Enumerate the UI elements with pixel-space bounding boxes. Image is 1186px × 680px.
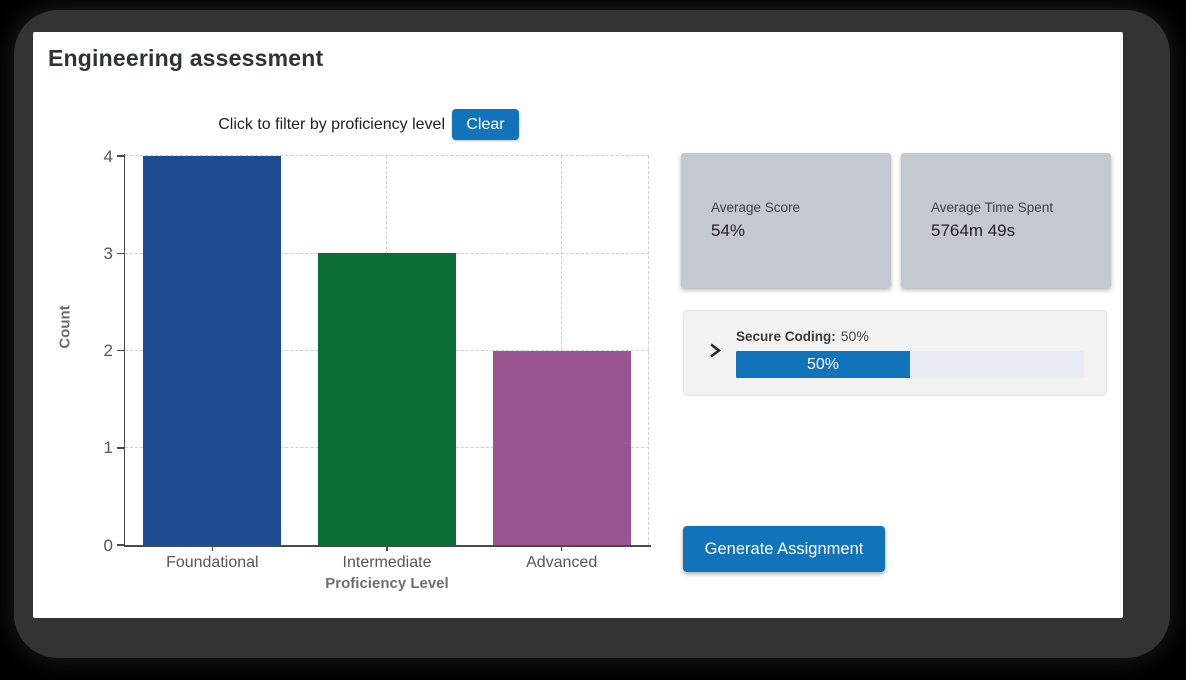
average-score-card: Average Score 54% xyxy=(681,153,891,288)
y-tick-mark xyxy=(117,544,125,546)
x-tick-mark xyxy=(560,545,563,551)
filter-hint-label: Click to filter by proficiency level xyxy=(218,116,445,133)
x-tick-label: Intermediate xyxy=(342,554,432,571)
x-gridline xyxy=(648,156,650,545)
x-tick-label: Foundational xyxy=(166,554,259,571)
x-tick-mark xyxy=(386,545,388,551)
skill-name-label: Secure Coding: xyxy=(736,329,836,344)
y-tick-label: 3 xyxy=(103,243,113,263)
y-gridline xyxy=(125,155,649,157)
x-tick-label: Advanced xyxy=(526,554,598,571)
y-tick-mark xyxy=(117,349,125,352)
card-label: Average Score xyxy=(711,200,801,215)
bar-foundational[interactable] xyxy=(143,156,282,545)
x-tick-mark xyxy=(211,545,214,551)
window-frame: Engineering assessment Click to filter b… xyxy=(14,10,1170,658)
skill-label-row: Secure Coding: 50% xyxy=(736,328,869,344)
x-axis-title: Proficiency Level xyxy=(325,575,449,592)
bar-advanced[interactable] xyxy=(492,350,631,545)
y-tick-label: 4 xyxy=(103,146,113,166)
proficiency-bar-chart: Count Proficiency Level 0 1 2 3 4 Foundationa… xyxy=(57,147,651,592)
content-panel: Engineering assessment Click to filter b… xyxy=(33,32,1123,618)
clear-filter-button[interactable]: Clear xyxy=(452,109,519,140)
card-value: 54% xyxy=(711,221,746,240)
progress-fill-label: 50% xyxy=(806,355,840,373)
card-label: Average Time Spent xyxy=(931,200,1054,215)
y-tick-label: 0 xyxy=(103,535,113,555)
y-tick-mark xyxy=(117,155,125,157)
bar-intermediate[interactable] xyxy=(318,253,456,545)
y-axis-title: Count xyxy=(56,305,74,349)
skill-value-label: 50% xyxy=(840,328,869,344)
y-tick-mark xyxy=(117,252,125,254)
progress-track: 50% xyxy=(736,351,1084,378)
progress-fill: 50% xyxy=(736,351,910,378)
y-tick-label: 2 xyxy=(103,341,113,360)
average-time-card: Average Time Spent 5764m 49s xyxy=(901,153,1111,288)
card-value: 5764m 49s xyxy=(931,221,1016,240)
generate-assignment-button[interactable]: Generate Assignment xyxy=(683,526,885,572)
y-tick-mark xyxy=(117,447,125,449)
skill-progress-panel: Secure Coding: 50% 50% xyxy=(683,310,1107,396)
page-title: Engineering assessment xyxy=(48,45,324,71)
chevron-right-icon[interactable] xyxy=(706,342,723,359)
y-tick-label: 1 xyxy=(103,438,113,458)
